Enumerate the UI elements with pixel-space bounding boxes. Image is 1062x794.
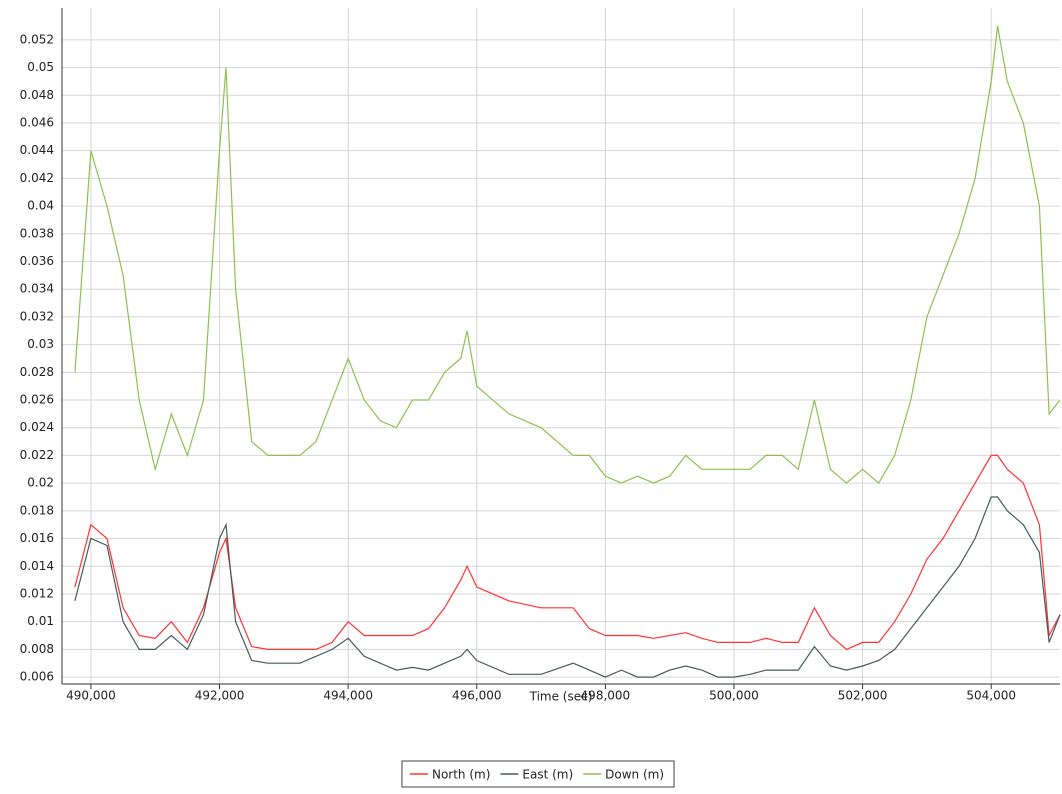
- y-tick-label: 0.012: [20, 586, 54, 600]
- x-tick-label: 492,000: [195, 689, 245, 703]
- y-tick-label: 0.036: [20, 254, 54, 268]
- x-tick-label: 502,000: [838, 689, 888, 703]
- x-tick-label: 500,000: [709, 689, 759, 703]
- y-tick-label: 0.032: [20, 309, 54, 323]
- y-tick-label: 0.04: [27, 199, 54, 213]
- y-tick-label: 0.028: [20, 365, 54, 379]
- y-tick-label: 0.052: [20, 32, 54, 46]
- y-tick-label: 0.05: [27, 60, 54, 74]
- y-tick-label: 0.01: [27, 614, 54, 628]
- y-tick-label: 0.014: [20, 559, 54, 573]
- y-tick-label: 0.03: [27, 337, 54, 351]
- series-line: [74, 496, 1061, 678]
- y-tick-label: 0.038: [20, 226, 54, 240]
- y-tick-label: 0.008: [20, 642, 54, 656]
- y-tick-label: 0.022: [20, 448, 54, 462]
- y-tick-label: 0.042: [20, 171, 54, 185]
- legend-label: East (m): [522, 768, 573, 782]
- y-tick-label: 0.006: [20, 670, 54, 684]
- legend-label: North (m): [432, 768, 490, 782]
- legend-label: Down (m): [605, 768, 664, 782]
- x-tick-label: 498,000: [581, 689, 631, 703]
- series-line: [74, 454, 1061, 651]
- y-tick-label: 0.02: [27, 476, 54, 490]
- legend-box: [401, 760, 675, 788]
- x-tick-label: 504,000: [966, 689, 1016, 703]
- y-tick-label: 0.048: [20, 88, 54, 102]
- x-tick-label: 496,000: [452, 689, 502, 703]
- x-tick-label: 490,000: [66, 689, 116, 703]
- x-axis-label: Time (sec): [529, 690, 593, 704]
- y-tick-label: 0.044: [20, 143, 54, 157]
- y-tick-label: 0.026: [20, 393, 54, 407]
- series-line: [74, 25, 1061, 485]
- y-tick-label: 0.024: [20, 420, 54, 434]
- y-tick-label: 0.018: [20, 503, 54, 517]
- y-tick-label: 0.034: [20, 282, 54, 296]
- y-tick-label: 0.016: [20, 531, 54, 545]
- y-tick-label: 0.046: [20, 115, 54, 129]
- legend: North (m) East (m) Down (m): [401, 760, 675, 788]
- x-tick-label: 494,000: [323, 689, 373, 703]
